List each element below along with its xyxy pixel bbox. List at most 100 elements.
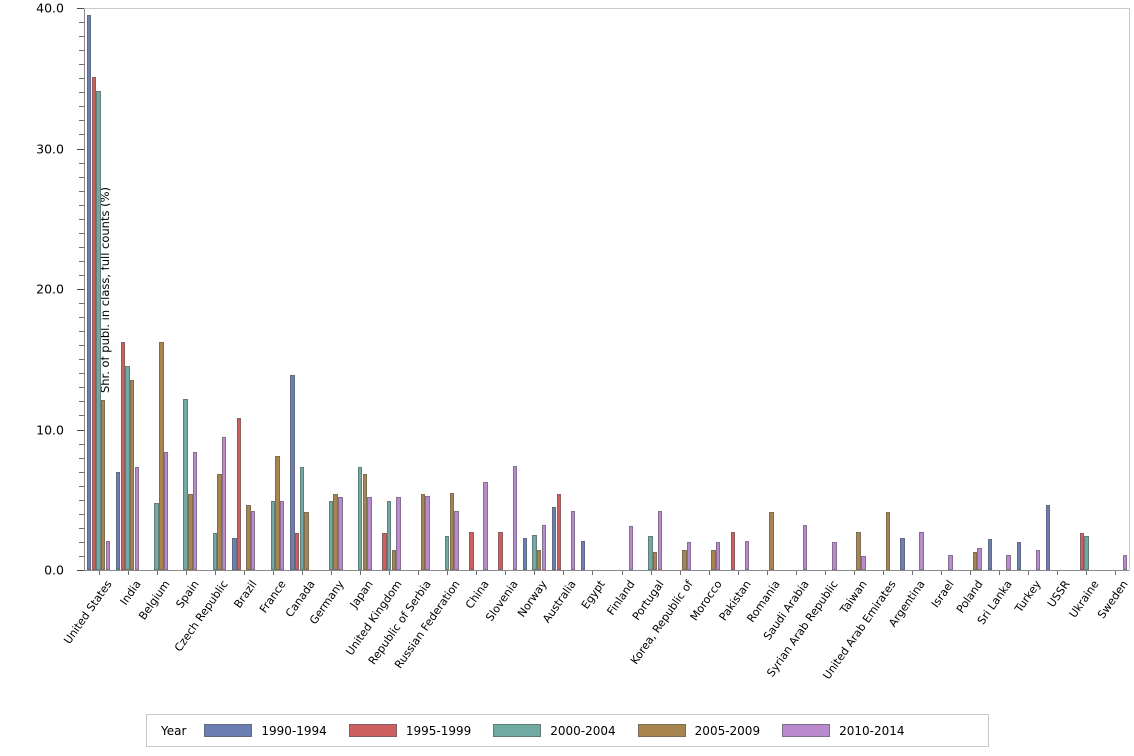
legend-swatch [348,724,397,737]
bar [977,547,982,570]
bar [105,540,111,570]
y-tick-minor [79,373,84,375]
y-tick-minor [79,232,84,234]
x-tick [1028,571,1030,575]
y-tick-minor [79,541,84,543]
x-tick [534,571,536,575]
y-tick-minor [79,50,84,52]
bar [556,494,561,570]
x-tick [418,571,420,575]
y-tick-minor [79,78,84,80]
legend-swatch [493,724,542,737]
bar [386,501,392,570]
bar [232,537,237,570]
bar [769,512,774,570]
x-tick [883,571,885,575]
bar [425,495,430,570]
y-tick-minor [79,527,84,529]
bar [125,366,130,570]
bar [1122,554,1128,570]
y-tick-minor [79,485,84,487]
bar [420,494,426,570]
y-tick-minor [79,415,84,417]
bar [221,436,227,570]
bar [183,398,188,570]
y-tick-minor [79,513,84,515]
bar [270,501,276,570]
legend-title: Year [161,723,187,738]
bar [715,541,721,570]
bar [275,456,280,570]
y-tick-label: 20.0 [36,281,64,297]
legend-item[interactable]: 1990-1994 [204,723,327,738]
plot-frame-top [84,8,1130,9]
bar [299,467,305,570]
bar [338,496,343,570]
x-tick [766,571,768,575]
bar [832,541,837,570]
y-tick-minor [79,471,84,473]
legend-item[interactable]: 2000-2004 [493,724,616,738]
legend-swatch [782,724,831,737]
y-tick-minor [79,218,84,220]
x-tick [1086,571,1088,575]
x-tick [1115,571,1117,575]
y-tick-minor [79,387,84,389]
legend-item[interactable]: 1995-1999 [348,724,471,738]
bar [130,380,135,570]
bar [1035,550,1040,570]
bar [657,511,663,570]
bar [454,511,459,570]
bar [362,474,367,570]
legend-label: 1990-1994 [261,723,327,738]
bar [948,554,953,570]
y-tick-minor [79,246,84,248]
x-tick [301,571,303,575]
bar [280,501,285,570]
bar [972,551,978,570]
y-tick-minor [79,162,84,164]
legend-item[interactable]: 2005-2009 [637,724,760,738]
y-tick-minor [79,499,84,501]
bar [522,537,528,570]
bar [628,526,634,570]
legend-items: 1990-1994 1995-1999 2000-2004 2005-2009 2010… [204,724,926,738]
y-tick-major [77,148,84,150]
bar [357,467,363,570]
bar [744,540,750,570]
y-tick-minor [79,106,84,108]
x-tick [1057,571,1059,575]
bar [251,511,256,570]
y-tick-minor [79,331,84,333]
bar [1016,541,1022,570]
x-tick [330,571,332,575]
legend-label: 2010-2014 [839,723,905,738]
bar [856,532,861,570]
bar [1006,554,1011,570]
y-tick-minor [79,457,84,459]
bar [469,532,474,570]
bar [236,418,242,570]
bar [304,512,309,570]
x-tick [243,571,245,575]
x-tick-label: Japan [347,578,376,611]
y-tick-minor [79,120,84,122]
y-tick-minor [79,134,84,136]
y-tick-major [77,429,84,431]
x-tick [941,571,943,575]
legend-item[interactable]: 2010-2014 [782,723,905,738]
x-tick-label: USSR [1045,578,1074,610]
y-tick-minor [79,64,84,66]
x-tick [389,571,391,575]
plot-frame-right [1129,8,1130,571]
x-tick [912,571,914,575]
x-axis-line [84,570,1130,571]
y-tick-major [77,570,84,571]
x-tick [999,571,1001,575]
bar [648,536,653,570]
x-tick-label: Spain [173,578,202,611]
bar [1084,536,1089,570]
y-tick-minor [79,92,84,94]
x-tick [476,571,478,575]
